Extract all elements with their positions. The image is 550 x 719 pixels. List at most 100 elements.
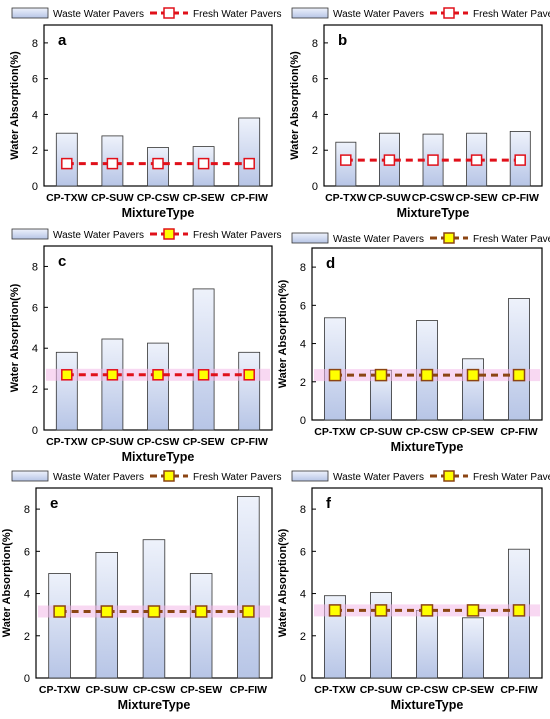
legend-label-fresh: Fresh Water Pavers [473,472,550,483]
y-tick-label: 2 [24,631,30,643]
bar-cp-fiw [238,117,261,187]
legend-label-fresh: Fresh Water Pavers [473,234,550,245]
y-axis-title: Water Absorption(%) [277,279,289,388]
fresh-water-marker-cp-sew [466,368,480,382]
bar-cp-csw [147,342,169,431]
legend-label-fresh: Fresh Water Paver [473,9,550,20]
fresh-water-marker-cp-suw [374,604,388,617]
y-tick-label: 2 [300,631,306,643]
y-tick-label: 6 [32,74,38,86]
y-tick-label: 0 [32,181,38,193]
y-tick-label: 8 [32,261,38,273]
legend-swatch-waste [11,7,49,19]
panel-label: e [50,495,58,512]
x-tick-label: CP-SUW [360,426,403,438]
bar-cp-fiw [507,298,530,421]
x-tick-label: CP-CSW [137,436,180,448]
y-tick-label: 4 [32,109,38,121]
x-tick-label: CP-SUW [368,192,411,204]
fresh-water-marker-cp-txw [61,157,73,170]
fresh-water-marker-cp-suw [383,154,396,166]
y-tick-label: 0 [32,425,38,437]
x-tick-label: CP-FIW [231,192,268,204]
legend-swatch-waste [291,470,329,482]
x-tick-label: CP-SEW [456,192,498,204]
chart-panel-b: 0 2 4 6 8 CP-TXW CP-SUW CP-CSW CP-SEW CP-FIW Mixtu… [289,7,550,220]
fresh-water-marker-cp-sew [197,369,210,381]
y-axis-title: Water Absorption(%) [277,528,289,637]
x-axis-title: MixtureType [122,450,195,464]
fresh-water-marker-cp-csw [420,604,434,617]
x-tick-label: CP-TXW [46,436,88,448]
y-tick-label: 0 [24,673,30,685]
x-tick-label: CP-SEW [452,426,494,438]
fresh-water-marker-cp-txw [340,154,352,166]
y-tick-label: 2 [300,377,306,389]
x-tick-label: CP-FIW [500,684,537,696]
bar-cp-txw [48,573,71,679]
y-tick-label: 0 [300,415,306,427]
legend-swatch-fresh-marker [163,228,175,240]
bar-cp-txw [55,351,78,431]
bar-cp-fiw [238,351,261,431]
panel-label: b [338,32,347,49]
legend-swatch-waste [291,7,329,19]
y-tick-label: 4 [312,109,318,121]
x-tick-label: CP-FIW [230,684,267,696]
legend-label-fresh: Fresh Water Pavers [193,472,282,483]
fresh-water-marker-cp-txw [328,368,342,382]
bar-cp-suw [101,338,124,431]
x-axis-title: MixtureType [391,698,464,712]
legend-swatch-waste [11,470,49,482]
y-tick-label: 2 [32,145,38,157]
x-tick-label: CP-SUW [91,192,134,204]
y-tick-label: 8 [32,38,38,50]
y-tick-label: 4 [32,343,38,355]
x-tick-label: CP-CSW [406,426,449,438]
bar-cp-sew [189,573,213,679]
x-axis-title: MixtureType [118,698,191,712]
bar-cp-csw [415,610,438,679]
fresh-water-marker-cp-suw [106,369,119,381]
x-axis-title: MixtureType [122,206,195,220]
x-tick-label: CP-CSW [406,684,449,696]
fresh-water-marker-cp-suw [106,157,119,170]
y-tick-label: 4 [300,589,306,601]
y-axis-title: Water Absorption(%) [9,283,21,392]
y-tick-label: 4 [24,589,30,601]
y-tick-label: 4 [300,339,306,351]
y-tick-label: 2 [32,384,38,396]
bar-cp-sew [461,358,484,421]
chart-panel-d: 0 2 4 6 8 CP-TXW CP-SUW CP-CSW CP-SEW CP-FIW Mixtu… [277,232,550,454]
x-tick-label: CP-CSW [137,192,180,204]
bar-cp-fiw [237,495,260,679]
y-tick-label: 6 [24,546,30,558]
fresh-water-marker-cp-csw [152,157,164,170]
fresh-water-marker-cp-csw [152,369,164,381]
x-tick-label: CP-TXW [314,684,356,696]
fresh-water-marker-cp-sew [197,157,210,170]
y-tick-label: 6 [312,74,318,86]
bar-cp-sew [192,288,215,431]
legend-swatch-fresh-marker [163,7,175,19]
legend-swatch-fresh-marker [443,470,455,482]
fresh-water-marker-cp-csw [427,154,439,166]
fresh-water-marker-cp-sew [466,604,480,617]
x-tick-label: CP-TXW [325,192,367,204]
chart-panel-f: 0 2 4 6 8 CP-TXW CP-SUW CP-CSW CP-SEW CP-FIW Mixtu… [277,470,550,712]
x-tick-label: CP-SUW [360,684,403,696]
y-tick-label: 6 [300,300,306,312]
y-tick-label: 8 [300,504,306,516]
panel-label: a [58,32,67,49]
y-tick-label: 0 [312,181,318,193]
legend-label-waste: Waste Water Pavers [53,9,144,20]
legend-swatch-fresh-marker [443,7,455,19]
x-tick-label: CP-TXW [46,192,88,204]
fresh-water-marker-cp-suw [100,605,114,618]
y-tick-label: 6 [300,546,306,558]
legend-swatch-fresh-marker [443,232,455,244]
legend-label-waste: Waste Water Pavers [333,9,424,20]
fresh-water-marker-cp-sew [470,154,483,166]
fresh-water-marker-cp-suw [374,368,388,382]
